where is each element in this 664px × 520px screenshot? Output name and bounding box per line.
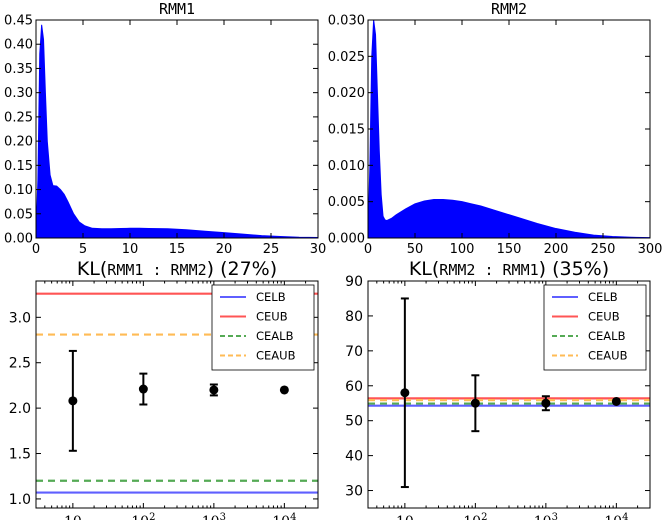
x-tick-label: 30 — [310, 242, 327, 257]
y-tick-label: 90 — [345, 274, 363, 290]
kl-panel-3: 10 102 103 104 1.0 1.5 2.0 2.5 3.0 KL(RMM1 : RMM2… — [9, 258, 319, 520]
y-tick-label: 0.020 — [328, 86, 365, 101]
legend-label: CEALB — [588, 329, 626, 343]
x-tick-label: 200 — [544, 242, 569, 257]
y-tick-label: 1.0 — [9, 492, 31, 508]
y-tick-label: 60 — [345, 379, 363, 395]
y-tick-label: 0.40 — [4, 38, 33, 53]
data-point — [611, 396, 621, 406]
y-tick-label: 2.0 — [9, 401, 31, 417]
y-tick-label: 0.15 — [4, 159, 33, 174]
density-area — [367, 19, 651, 239]
x-tick-label: 100 — [450, 242, 475, 257]
x-tick-label: 10 — [122, 242, 139, 257]
x-tick-label: 102 — [131, 512, 155, 520]
y-tick-label: 50 — [345, 414, 363, 430]
y-tick-label: 30 — [345, 484, 363, 500]
panel-title: RMM1 — [159, 0, 195, 18]
legend: CELB CEUB CEALB CEAUB — [211, 284, 315, 371]
plot-frame — [35, 19, 319, 239]
data-point — [209, 385, 219, 395]
y-tick-label: 0.025 — [328, 50, 365, 65]
kl-panel-4: 10 102 103 104 30 40 50 60 70 80 90 KL(RMM2 : RMM1)… — [345, 258, 651, 520]
y-tick-label: 80 — [345, 309, 363, 325]
y-tick-label: 0.010 — [328, 159, 365, 174]
y-tick-label: 0.10 — [4, 183, 33, 198]
x-tick-label: 25 — [263, 242, 280, 257]
data-point — [470, 398, 480, 408]
x-tick-label: 250 — [591, 242, 616, 257]
data-point — [279, 385, 289, 395]
y-tick-label: 0.00 — [4, 232, 33, 247]
x-tick-label: 102 — [463, 512, 487, 520]
x-tick-label: 15 — [169, 242, 186, 257]
y-tick-label: 0.005 — [328, 195, 365, 210]
x-tick-label: 20 — [216, 242, 233, 257]
density-area — [35, 24, 319, 239]
x-tick-label: 0 — [364, 242, 372, 257]
data-point — [400, 388, 410, 398]
y-tick-label: 0.030 — [328, 14, 365, 29]
panel-title: KL(RMM2 : RMM1) (35%) — [409, 258, 609, 280]
legend-label: CEAUB — [256, 349, 296, 363]
panel-title: KL(RMM1 : RMM2) (27%) — [77, 258, 277, 280]
x-tick-label: 0 — [32, 242, 40, 257]
y-tick-label: 0.25 — [4, 110, 33, 125]
y-tick-label: 3.0 — [9, 310, 31, 326]
data-point — [541, 398, 551, 408]
y-tick-label: 0.05 — [4, 207, 33, 222]
y-tick-label: 0.45 — [4, 14, 33, 29]
y-tick-label: 1.5 — [9, 447, 31, 463]
data-point — [68, 396, 78, 406]
legend-label: CEALB — [256, 329, 294, 343]
legend-label: CEUB — [588, 310, 620, 324]
x-tick-label: 103 — [534, 512, 558, 520]
plot-frame — [367, 19, 651, 239]
y-tick-label: 2.5 — [9, 356, 31, 372]
y-tick-label: 0.015 — [328, 123, 365, 138]
x-tick-label: 10 — [396, 514, 414, 520]
y-tick-label: 0.30 — [4, 86, 33, 101]
x-tick-label: 5 — [79, 242, 87, 257]
x-tick-label: 103 — [202, 512, 226, 520]
y-tick-label: 70 — [345, 344, 363, 360]
legend-label: CELB — [256, 290, 286, 304]
y-tick-label: 40 — [345, 449, 363, 465]
y-tick-label: 0.35 — [4, 62, 33, 77]
x-tick-label: 10 — [64, 514, 82, 520]
x-tick-label: 104 — [604, 512, 628, 520]
legend-label: CEAUB — [588, 349, 628, 363]
x-tick-label: 104 — [272, 512, 296, 520]
y-tick-label: 0.000 — [328, 232, 365, 247]
x-tick-label: 50 — [407, 242, 424, 257]
density-panel-2: 0 50 100 150 200 250 300 0.000 0.005 0.010 0.015 0.… — [328, 0, 663, 257]
data-point — [138, 384, 148, 394]
y-tick-label: 0.20 — [4, 135, 33, 150]
x-tick-label: 300 — [638, 242, 663, 257]
legend: CELB CEUB CEALB CEAUB — [543, 284, 647, 371]
panel-title: RMM2 — [491, 0, 527, 18]
density-panel-1: 0 5 10 15 20 25 30 0.00 0.05 0.10 0.15 0.20 0.25 0.30… — [4, 0, 326, 257]
legend-label: CEUB — [256, 310, 288, 324]
x-tick-label: 150 — [497, 242, 522, 257]
legend-label: CELB — [588, 290, 618, 304]
